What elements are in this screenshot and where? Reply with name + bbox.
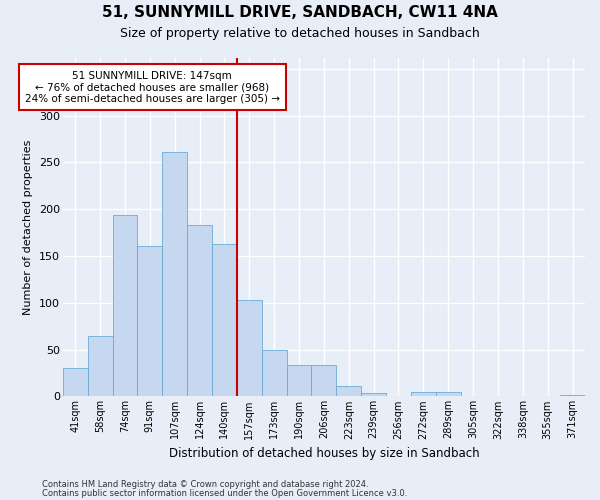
Bar <box>287 366 311 396</box>
Bar <box>187 225 212 396</box>
Bar <box>262 350 287 397</box>
Bar <box>311 366 337 396</box>
Bar <box>237 300 262 396</box>
Bar <box>337 386 361 396</box>
X-axis label: Distribution of detached houses by size in Sandbach: Distribution of detached houses by size … <box>169 447 479 460</box>
Y-axis label: Number of detached properties: Number of detached properties <box>23 140 34 314</box>
Bar <box>88 336 113 396</box>
Bar <box>162 152 187 396</box>
Bar <box>436 392 461 396</box>
Text: Size of property relative to detached houses in Sandbach: Size of property relative to detached ho… <box>120 28 480 40</box>
Text: Contains HM Land Registry data © Crown copyright and database right 2024.: Contains HM Land Registry data © Crown c… <box>42 480 368 489</box>
Text: 51 SUNNYMILL DRIVE: 147sqm
← 76% of detached houses are smaller (968)
24% of sem: 51 SUNNYMILL DRIVE: 147sqm ← 76% of deta… <box>25 70 280 104</box>
Bar <box>63 368 88 396</box>
Text: 51, SUNNYMILL DRIVE, SANDBACH, CW11 4NA: 51, SUNNYMILL DRIVE, SANDBACH, CW11 4NA <box>102 5 498 20</box>
Bar <box>361 392 386 396</box>
Bar <box>560 394 585 396</box>
Bar <box>411 392 436 396</box>
Bar <box>137 246 162 396</box>
Bar <box>212 244 237 396</box>
Text: Contains public sector information licensed under the Open Government Licence v3: Contains public sector information licen… <box>42 488 407 498</box>
Bar <box>113 215 137 396</box>
